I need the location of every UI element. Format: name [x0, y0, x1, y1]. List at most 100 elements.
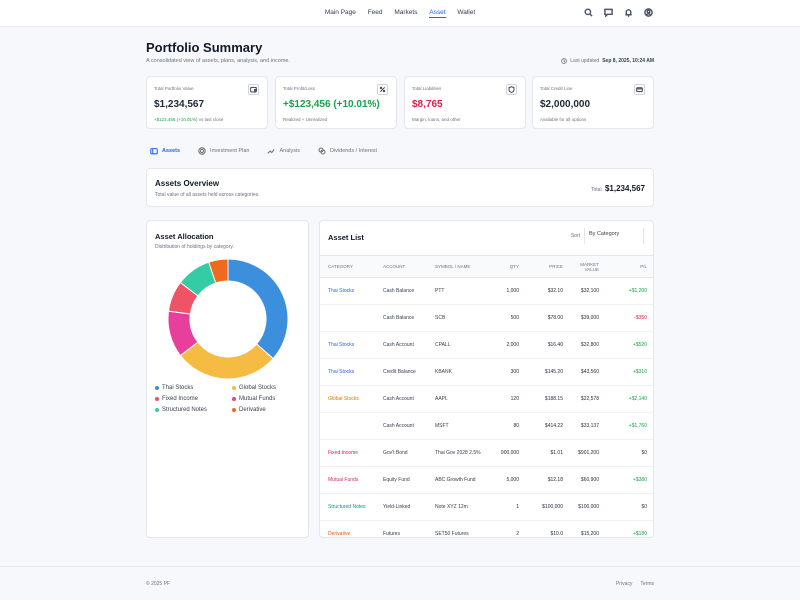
cell-pl: $0 [602, 439, 653, 467]
cell-symbol: MSFT [432, 412, 494, 440]
cell-qty: 120 [494, 385, 522, 413]
page-subtitle: A consolidated view of assets, plans, an… [146, 58, 290, 64]
cell-price: $188.15 [522, 385, 566, 413]
table-row[interactable]: Thai Stocks Cash Balance PTT 1,000 $32.10 $32… [320, 277, 653, 305]
cell-account: Cash Account [380, 385, 432, 413]
nav-main-page[interactable]: Main Page [324, 9, 356, 16]
asset-allocation-card: Asset Allocation Distribution of holding… [146, 220, 309, 538]
legend-swatch [155, 386, 159, 390]
cell-qty: 80 [494, 412, 522, 440]
tab-dividends[interactable]: Dividends / Interest [318, 147, 377, 155]
table-row[interactable]: Structured Notes Yield-Linked Note XYZ 12m… [320, 493, 653, 521]
section-tabs: Assets Investment Plan Analysis Dividend… [150, 147, 377, 155]
cell-pl: -$350 [602, 304, 653, 332]
table-row[interactable]: Thai Stocks Cash Account CPALL 2,000 $16.40 $… [320, 331, 653, 359]
footer-terms-link[interactable]: Terms [640, 581, 654, 587]
allocation-donut-chart [167, 258, 289, 380]
table-row[interactable]: Mutual Funds Equity Fund ABC Growth Fund 5,… [320, 466, 653, 494]
nav-markets[interactable]: Markets [394, 9, 418, 16]
cell-qty: 500 [494, 304, 522, 332]
cell-qty: 2,000 [494, 331, 522, 359]
cell-market-value: $60,900 [566, 466, 602, 494]
cell-price: $12.18 [522, 466, 566, 494]
cell-market-value: $32,100 [566, 277, 602, 305]
clock-icon [561, 58, 568, 64]
cell-symbol: AAPL [432, 385, 494, 413]
tab-investment-plan[interactable]: Investment Plan [198, 147, 249, 155]
legend-swatch [232, 408, 236, 412]
footer-links: Privacy Terms [616, 581, 654, 587]
cell-category: Thai Stocks [320, 277, 380, 305]
legend-item: Global Stocks [232, 385, 302, 391]
nav-icon-group [584, 8, 653, 17]
cell-qty: 2 [494, 520, 522, 537]
donut-slice-thai-stocks[interactable] [227, 258, 289, 360]
cell-symbol: CPALL [432, 331, 494, 359]
cell-qty: 1,000 [494, 277, 522, 305]
cell-qty: 900,000 [494, 439, 522, 467]
stat-sub: Margin, loans, and other [412, 117, 461, 122]
user-icon[interactable] [644, 8, 653, 17]
table-row[interactable]: Thai Stocks Credit Balance KBANK 300 $145.20… [320, 358, 653, 386]
cell-account: Credit Balance [380, 358, 432, 386]
tab-assets[interactable]: Assets [150, 147, 180, 155]
cell-symbol: ABC Growth Fund [432, 466, 494, 494]
search-icon[interactable] [584, 8, 593, 17]
bell-icon[interactable] [624, 8, 633, 17]
allocation-description: Distribution of holdings by category. [155, 244, 234, 250]
stat-value: $8,765 [412, 99, 443, 110]
table-header-row: CATEGORY ACCOUNT SYMBOL / NAME QTY PRICE… [320, 255, 653, 278]
cell-pl: +$380 [602, 466, 653, 494]
overview-title: Assets Overview [155, 179, 220, 188]
cell-market-value: $100,000 [566, 493, 602, 521]
cell-symbol: PTT [432, 277, 494, 305]
nav-wallet[interactable]: Wallet [457, 9, 476, 16]
nav-feed[interactable]: Feed [367, 9, 383, 16]
legend-label: Derivative [239, 407, 266, 413]
sort-select[interactable]: By Category [584, 228, 644, 244]
col-category: CATEGORY [320, 255, 380, 278]
chat-icon[interactable] [604, 8, 613, 17]
cell-price: $78.00 [522, 304, 566, 332]
cell-pl: +$180 [602, 520, 653, 537]
legend-swatch [155, 397, 159, 401]
stat-sub: Realized + Unrealized [283, 117, 328, 122]
target-icon [198, 147, 206, 155]
cell-account: Gov't Bond [380, 439, 432, 467]
table-row[interactable]: Cash Account MSFT 80 $414.22 $33,137 +$1,760 [320, 412, 653, 440]
tab-analysis[interactable]: Analysis [267, 147, 300, 155]
cell-account: Cash Balance [380, 304, 432, 332]
table-row[interactable]: Derivative Futures SET50 Futures 2 $10.0 $15,… [320, 520, 653, 537]
table-row[interactable]: Fixed Income Gov't Bond Thai Gov 2028 2.5%… [320, 439, 653, 467]
cell-category [320, 304, 380, 332]
stat-value: $1,234,567 [154, 99, 205, 110]
nav-links: Main Page Feed Markets Asset Wallet [0, 9, 800, 18]
stat-change: +$123,456 (+10.01%) [154, 117, 198, 122]
table-row[interactable]: Cash Balance SCB 500 $78.00 $39,000 -$350 [320, 304, 653, 332]
legend-swatch [232, 386, 236, 390]
cell-account: Cash Balance [380, 277, 432, 305]
cell-pl: +$520 [602, 331, 653, 359]
cell-symbol: SCB [432, 304, 494, 332]
donut-slice-global-stocks[interactable] [179, 341, 274, 380]
legend-label: Mutual Funds [239, 396, 276, 402]
cell-category: Structured Notes [320, 493, 380, 521]
nav-asset[interactable]: Asset [429, 9, 446, 18]
footer-privacy-link[interactable]: Privacy [615, 581, 633, 587]
cell-symbol: Note XYZ 12m [432, 493, 494, 521]
stat-sub: Available for all options [540, 117, 587, 122]
tab-label: Investment Plan [210, 148, 250, 154]
wallet-icon [248, 84, 259, 95]
legend-item: Thai Stocks [155, 385, 232, 391]
allocation-title: Asset Allocation [155, 232, 214, 241]
legend-item: Derivative [232, 407, 302, 413]
legend-item: Fixed Income [155, 396, 232, 402]
stat-label: Total Portfolio Value [154, 86, 194, 91]
donut-slice-derivative[interactable] [208, 258, 229, 284]
cell-category: Thai Stocks [320, 331, 380, 359]
overview-total: Total $1,234,567 [591, 184, 645, 193]
cell-pl: +$2,140 [602, 385, 653, 413]
table-row[interactable]: Global Stocks Cash Account AAPL 120 $188.15 $… [320, 385, 653, 413]
cell-pl: +$1,200 [602, 277, 653, 305]
asset-list-title: Asset List [328, 233, 364, 242]
